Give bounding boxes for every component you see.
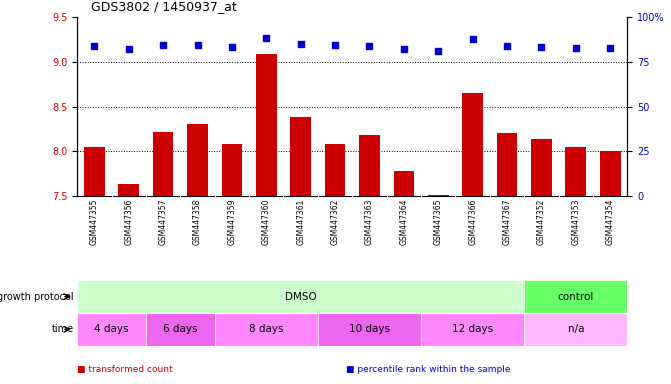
- Text: GSM447353: GSM447353: [571, 199, 580, 245]
- Text: GSM447364: GSM447364: [399, 199, 409, 245]
- Bar: [393, 171, 414, 196]
- Bar: [146, 313, 215, 346]
- Point: [329, 42, 340, 48]
- Bar: [221, 144, 242, 196]
- Bar: [359, 135, 380, 196]
- Text: DMSO: DMSO: [285, 291, 317, 302]
- Bar: [524, 280, 627, 313]
- Bar: [524, 313, 627, 346]
- Text: GSM447366: GSM447366: [468, 199, 477, 245]
- Text: GSM447360: GSM447360: [262, 199, 271, 245]
- Text: n/a: n/a: [568, 324, 584, 334]
- Point: [570, 45, 581, 51]
- Point: [502, 43, 513, 49]
- Text: 10 days: 10 days: [349, 324, 390, 334]
- Text: time: time: [52, 324, 74, 334]
- Bar: [187, 124, 208, 196]
- Bar: [566, 147, 586, 196]
- Text: GSM447361: GSM447361: [296, 199, 305, 245]
- Bar: [421, 313, 524, 346]
- Text: GDS3802 / 1450937_at: GDS3802 / 1450937_at: [91, 0, 236, 13]
- Bar: [153, 132, 173, 196]
- Point: [399, 45, 409, 51]
- Text: growth protocol: growth protocol: [0, 291, 74, 302]
- Text: GSM447363: GSM447363: [365, 199, 374, 245]
- Bar: [462, 93, 483, 196]
- Text: 6 days: 6 days: [163, 324, 197, 334]
- Text: GSM447356: GSM447356: [124, 199, 134, 245]
- Text: GSM447359: GSM447359: [227, 199, 236, 245]
- Text: GSM447365: GSM447365: [433, 199, 443, 245]
- Bar: [77, 313, 146, 346]
- Point: [433, 48, 444, 54]
- Bar: [428, 195, 448, 196]
- Text: GSM447352: GSM447352: [537, 199, 546, 245]
- Point: [261, 35, 272, 41]
- Point: [192, 42, 203, 48]
- Bar: [77, 280, 524, 313]
- Text: GSM447354: GSM447354: [606, 199, 615, 245]
- Bar: [600, 151, 621, 196]
- Point: [158, 42, 168, 48]
- Text: GSM447357: GSM447357: [158, 199, 168, 245]
- Point: [536, 44, 547, 50]
- Bar: [118, 184, 139, 196]
- Bar: [84, 147, 105, 196]
- Text: ■ percentile rank within the sample: ■ percentile rank within the sample: [346, 366, 510, 374]
- Text: 4 days: 4 days: [95, 324, 129, 334]
- Point: [123, 46, 134, 53]
- Bar: [497, 133, 517, 196]
- Bar: [256, 54, 276, 196]
- Point: [227, 44, 238, 50]
- Text: GSM447358: GSM447358: [193, 199, 202, 245]
- Bar: [291, 117, 311, 196]
- Text: GSM447367: GSM447367: [503, 199, 511, 245]
- Point: [364, 43, 375, 49]
- Point: [605, 45, 615, 51]
- Text: GSM447362: GSM447362: [331, 199, 340, 245]
- Text: 8 days: 8 days: [249, 324, 284, 334]
- Bar: [325, 144, 346, 196]
- Text: 12 days: 12 days: [452, 324, 493, 334]
- Bar: [531, 139, 552, 196]
- Bar: [318, 313, 421, 346]
- Point: [89, 43, 100, 49]
- Text: ■ transformed count: ■ transformed count: [77, 366, 173, 374]
- Bar: [215, 313, 318, 346]
- Point: [295, 41, 306, 47]
- Text: GSM447355: GSM447355: [90, 199, 99, 245]
- Point: [467, 36, 478, 42]
- Text: control: control: [558, 291, 594, 302]
